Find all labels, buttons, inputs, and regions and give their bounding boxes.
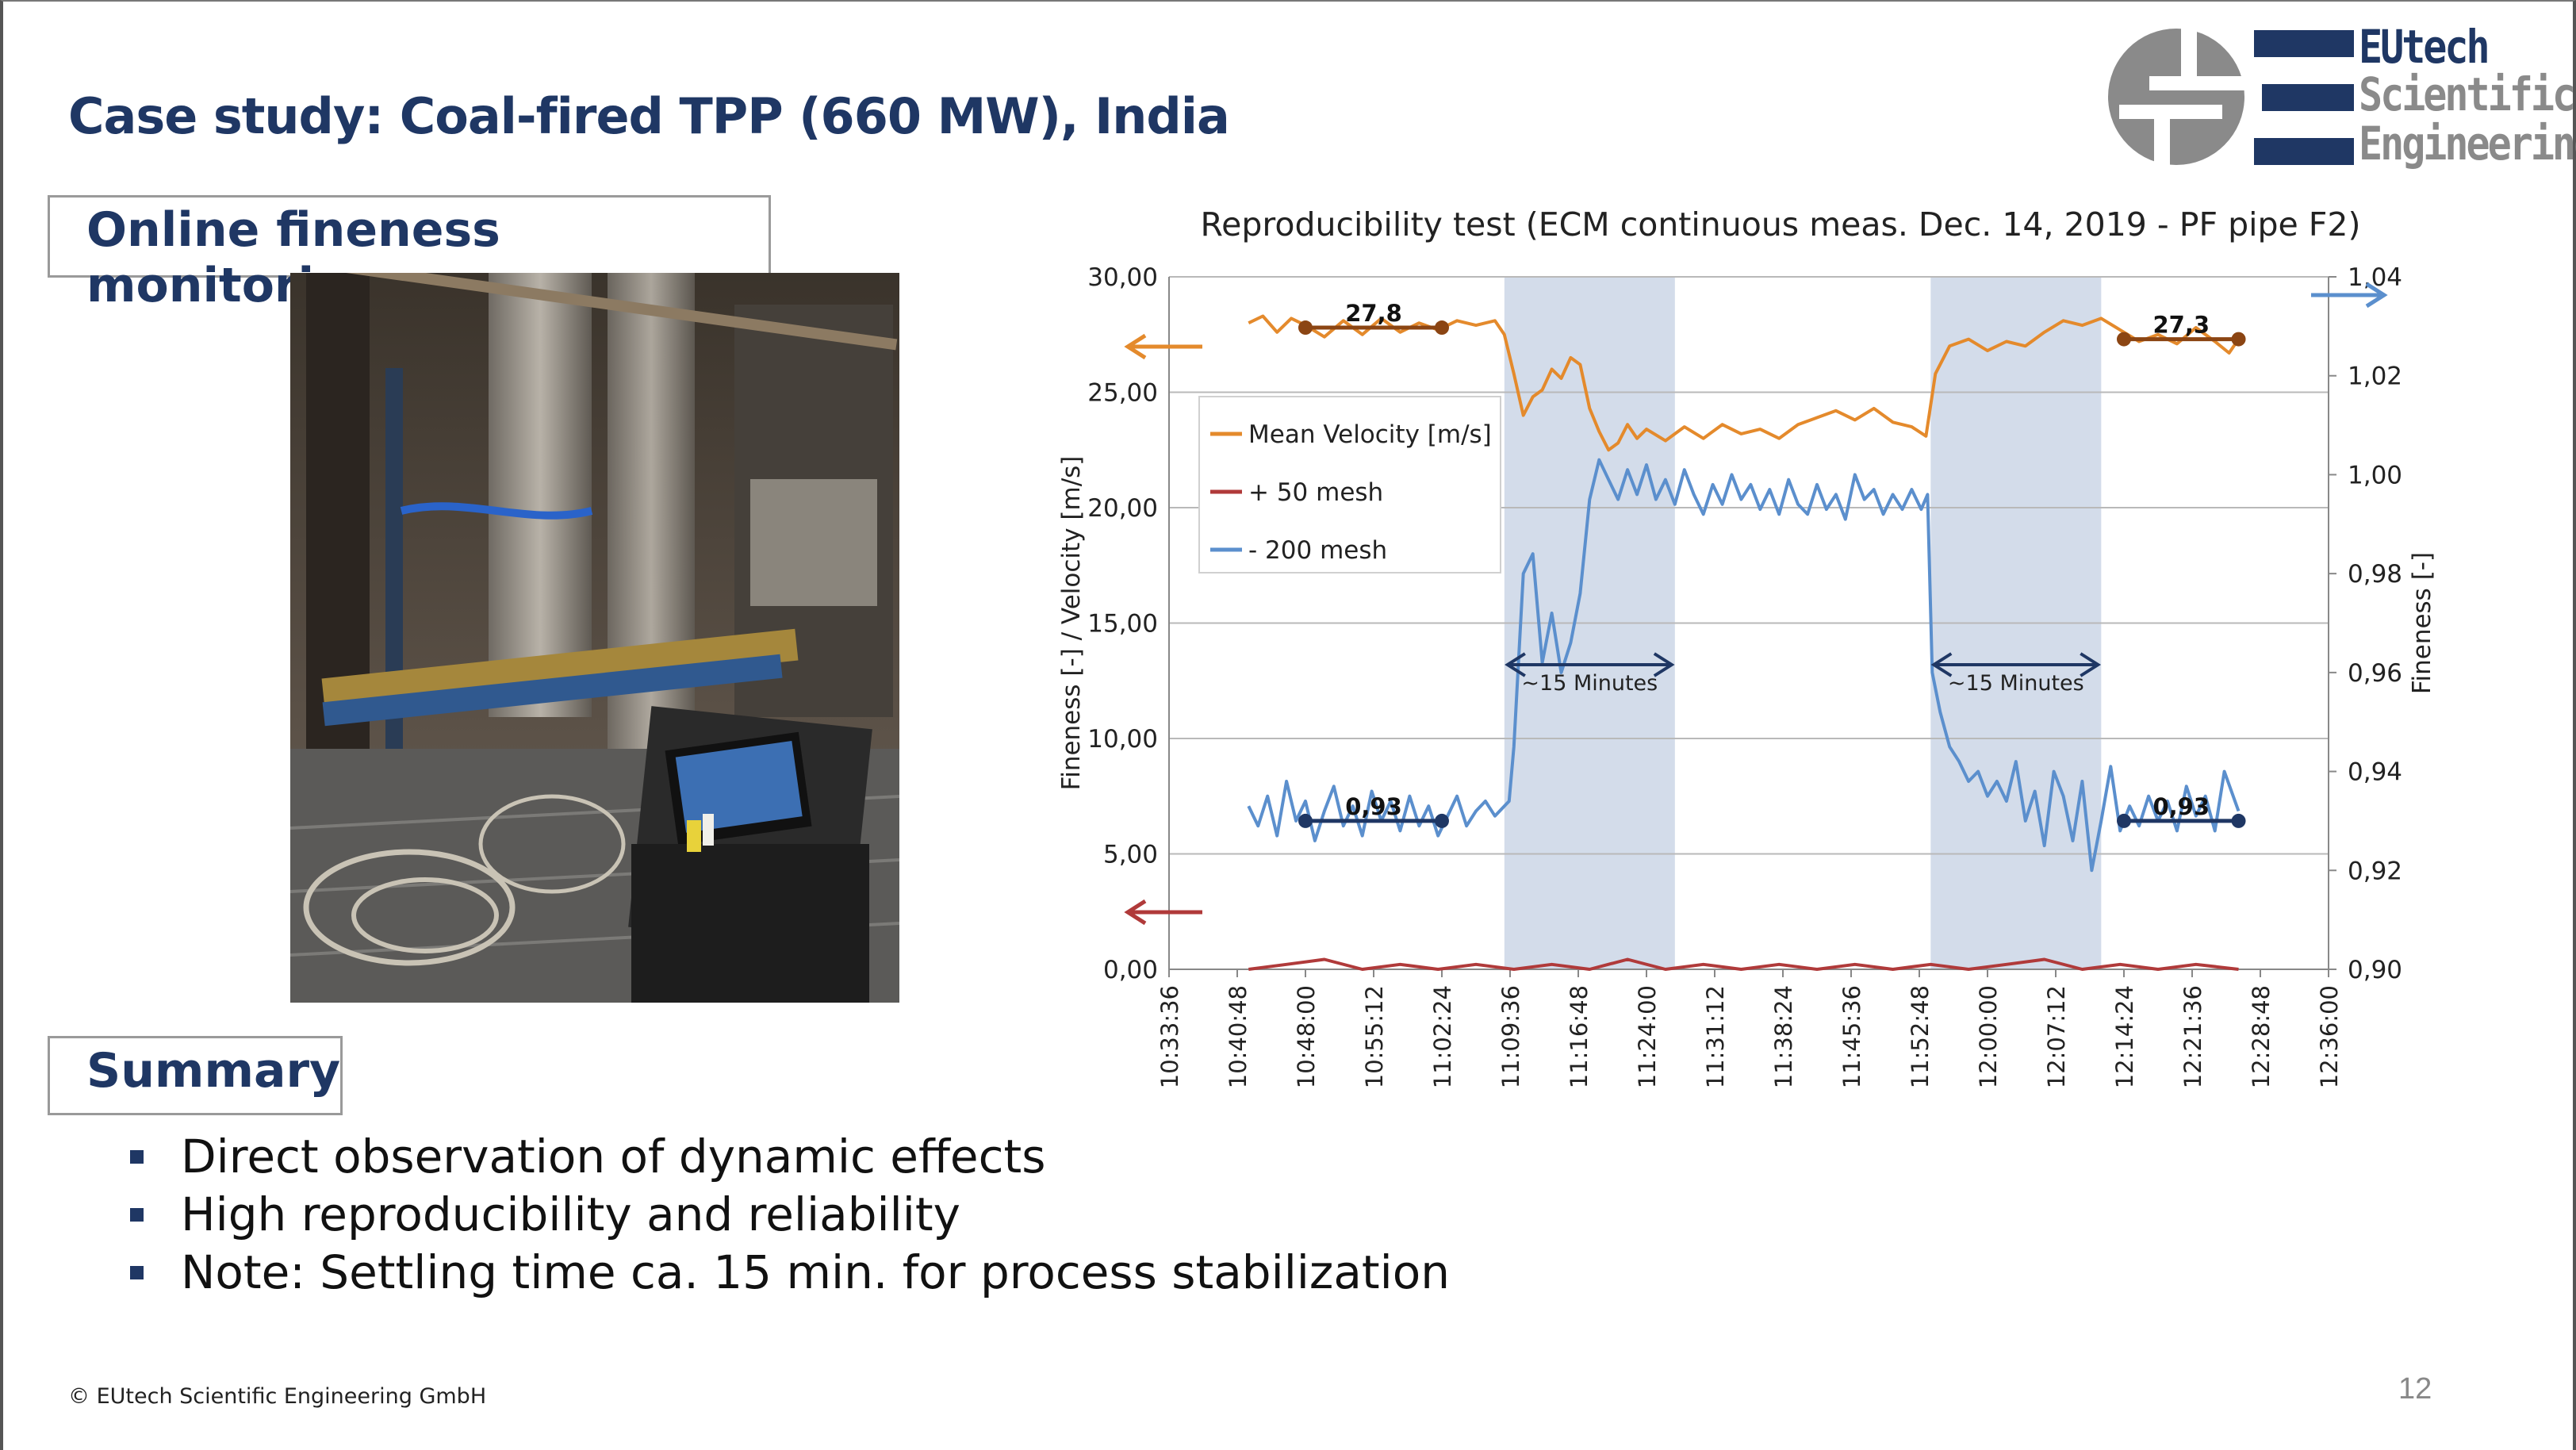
duration-label: ~15 Minutes bbox=[1521, 671, 1658, 696]
reference-line-label: 27,3 bbox=[2152, 312, 2210, 339]
legend-label: - 200 mesh bbox=[1248, 536, 1387, 565]
x-tick-label: 11:38:24 bbox=[1770, 985, 1797, 1088]
y-tick-label: 30,00 bbox=[1087, 263, 1158, 292]
reference-line-start-marker bbox=[1298, 320, 1313, 336]
x-tick-label: 11:52:48 bbox=[1907, 985, 1934, 1088]
reproducibility-chart: 0,00 5,00 10,00 15,00 20,00 25,00 30,00 0,90 0,9… bbox=[1057, 205, 2436, 1088]
arrow-right-head-icon bbox=[1653, 652, 1675, 677]
x-tick-label: 12:21:36 bbox=[2179, 985, 2206, 1088]
y2-tick-label: 0,90 bbox=[2348, 956, 2402, 984]
reference-line-start-marker bbox=[2117, 813, 2131, 828]
slide-title: Case study: Coal-fired TPP (660 MW), Ind… bbox=[68, 87, 1230, 145]
x-tick-label: 12:00:00 bbox=[1975, 985, 2002, 1088]
x-tick-label: 12:28:48 bbox=[2248, 985, 2275, 1088]
y2-tick-label: 1,00 bbox=[2348, 461, 2402, 489]
y-tick-label: 5,00 bbox=[1103, 841, 1158, 869]
x-tick-label: 10:33:36 bbox=[1156, 985, 1183, 1088]
x-tick-label: 11:31:12 bbox=[1702, 985, 1729, 1088]
summary-list: Direct observation of dynamic effects Hi… bbox=[122, 1128, 1450, 1302]
chart-title: Reproducibility test (ECM continuous mea… bbox=[1201, 205, 2361, 244]
bullet-text: Direct observation of dynamic effects bbox=[181, 1130, 1046, 1183]
bullet-square-icon bbox=[130, 1266, 144, 1279]
reference-line-end-marker bbox=[1435, 320, 1449, 336]
y2-tick-label: 0,98 bbox=[2348, 560, 2402, 589]
summary-label-box: Summary bbox=[48, 1036, 343, 1115]
arrow-left-head-icon bbox=[1930, 652, 1953, 677]
reference-line-end-marker bbox=[1435, 813, 1449, 828]
x-tick-label: 10:48:00 bbox=[1293, 985, 1320, 1088]
arrow-left-head-icon bbox=[1505, 652, 1526, 677]
x-tick-label: 12:36:00 bbox=[2316, 985, 2343, 1088]
y2-tick-label: 0,96 bbox=[2348, 659, 2402, 688]
y-tick-label: 25,00 bbox=[1087, 379, 1158, 408]
y-tick-label: 10,00 bbox=[1087, 725, 1158, 754]
y2-tick-label: 0,92 bbox=[2348, 857, 2402, 885]
legend-label: + 50 mesh bbox=[1248, 478, 1383, 507]
x-tick-label: 10:40:48 bbox=[1225, 985, 1252, 1088]
x-tick-label: 11:02:24 bbox=[1429, 985, 1456, 1088]
logo-text-eutech: EUtech bbox=[2359, 21, 2490, 74]
bullet-square-icon bbox=[130, 1208, 144, 1222]
x-tick-label: 11:09:36 bbox=[1497, 985, 1524, 1088]
y-tick-label: 15,00 bbox=[1087, 610, 1158, 639]
legend-box bbox=[1198, 396, 1501, 573]
arrow-left-icon bbox=[1124, 333, 1147, 360]
footer-copyright: © EUtech Scientific Engineering GmbH bbox=[68, 1384, 487, 1409]
duration-label: ~15 Minutes bbox=[1948, 671, 2084, 696]
reference-line-label: 0,93 bbox=[1345, 793, 1402, 820]
list-item: High reproducibility and reliability bbox=[122, 1186, 1450, 1244]
x-tick-label: 10:55:12 bbox=[1361, 985, 1388, 1088]
list-item: Direct observation of dynamic effects bbox=[122, 1128, 1450, 1186]
reference-line-label: 0,93 bbox=[2152, 793, 2210, 820]
equipment-photo bbox=[290, 273, 899, 1003]
y2-tick-label: 0,94 bbox=[2348, 758, 2402, 787]
x-tick-label: 12:07:12 bbox=[2043, 985, 2070, 1088]
logo-text-scientific: Scientific bbox=[2359, 68, 2576, 121]
arrow-right-head-icon bbox=[2080, 652, 2102, 677]
series-line-200-mesh bbox=[1247, 458, 2241, 873]
series-line-50-mesh bbox=[1248, 957, 2239, 971]
y-axis-label: Fineness [-] / Velocity [m/s] bbox=[1057, 456, 1086, 791]
bullet-square-icon bbox=[130, 1150, 144, 1164]
eutech-logo bbox=[2108, 29, 2354, 167]
y2-tick-label: 1,02 bbox=[2348, 362, 2402, 391]
summary-label: Summary bbox=[86, 1043, 341, 1099]
legend-label: Mean Velocity [m/s] bbox=[1248, 420, 1492, 449]
reference-line-start-marker bbox=[2117, 332, 2131, 347]
y-tick-label: 20,00 bbox=[1087, 494, 1158, 523]
logo-text-engineering: Engineering bbox=[2359, 117, 2576, 171]
section-label-box: Online fineness monitoring bbox=[48, 195, 771, 313]
bullet-text: Note: Settling time ca. 15 min. for proc… bbox=[181, 1245, 1451, 1299]
x-tick-label: 11:45:36 bbox=[1838, 985, 1865, 1088]
y-tick-label: 0,00 bbox=[1103, 956, 1158, 984]
x-tick-label: 12:14:24 bbox=[2111, 985, 2138, 1088]
reference-line-label: 27,8 bbox=[1345, 300, 1402, 327]
list-item: Note: Settling time ca. 15 min. for proc… bbox=[122, 1244, 1450, 1302]
reference-line-end-marker bbox=[2231, 332, 2246, 347]
page-number: 12 bbox=[2398, 1372, 2432, 1406]
y2-axis-label: Fineness [-] bbox=[2408, 552, 2436, 694]
arrow-right-icon bbox=[2365, 282, 2388, 309]
reference-line-start-marker bbox=[1298, 813, 1313, 828]
reference-line-end-marker bbox=[2231, 813, 2246, 828]
x-tick-label: 11:24:00 bbox=[1634, 985, 1661, 1088]
bullet-text: High reproducibility and reliability bbox=[181, 1187, 960, 1241]
x-tick-label: 11:16:48 bbox=[1566, 985, 1593, 1088]
arrow-left-icon bbox=[1124, 899, 1147, 926]
